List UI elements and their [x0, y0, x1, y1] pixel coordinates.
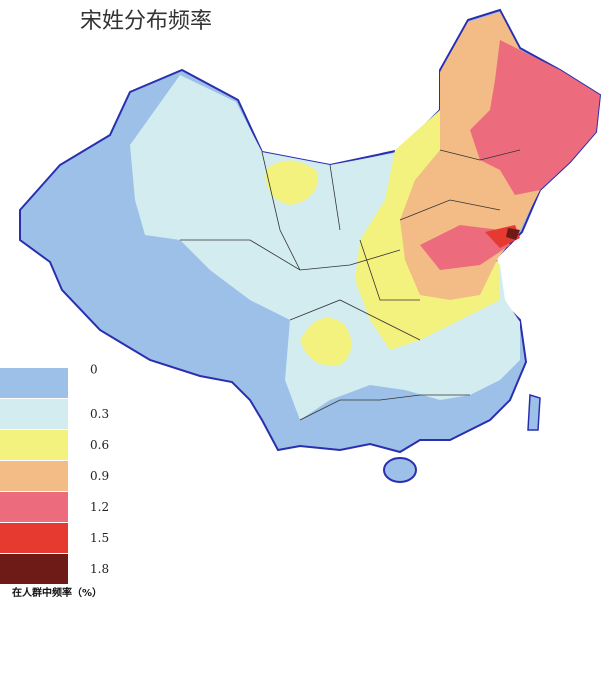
legend-label: 0.3	[90, 407, 109, 421]
legend-label: 0.6	[90, 438, 109, 452]
legend-swatch	[0, 492, 68, 522]
map	[19, 8, 602, 483]
map-title: 宋姓分布频率	[80, 9, 212, 34]
hainan	[383, 457, 417, 483]
province-borders	[180, 149, 521, 421]
legend-swatch	[0, 554, 68, 584]
region-0-6b	[300, 317, 352, 366]
legend-swatch	[0, 399, 68, 429]
legend-label: 1.5	[90, 531, 109, 545]
legend-swatch	[0, 430, 68, 460]
region-1-2b	[420, 225, 510, 270]
legend-label: 0.9	[90, 469, 109, 483]
legend-swatch	[0, 523, 68, 553]
taiwan	[527, 394, 541, 431]
legend-label: 1.8	[90, 562, 109, 576]
region-0-6c	[265, 160, 319, 205]
legend-caption: 在人群中频率（%）	[12, 586, 102, 599]
region-1-2	[470, 40, 600, 195]
legend-swatch	[0, 368, 68, 398]
legend-label: 0	[90, 363, 98, 377]
legend-swatch	[0, 461, 68, 491]
region-1-8	[506, 228, 520, 240]
legend: 0 0.3 0.6 0.9 1.2 1.5 1.8	[0, 363, 109, 584]
legend-label: 1.2	[90, 500, 109, 514]
